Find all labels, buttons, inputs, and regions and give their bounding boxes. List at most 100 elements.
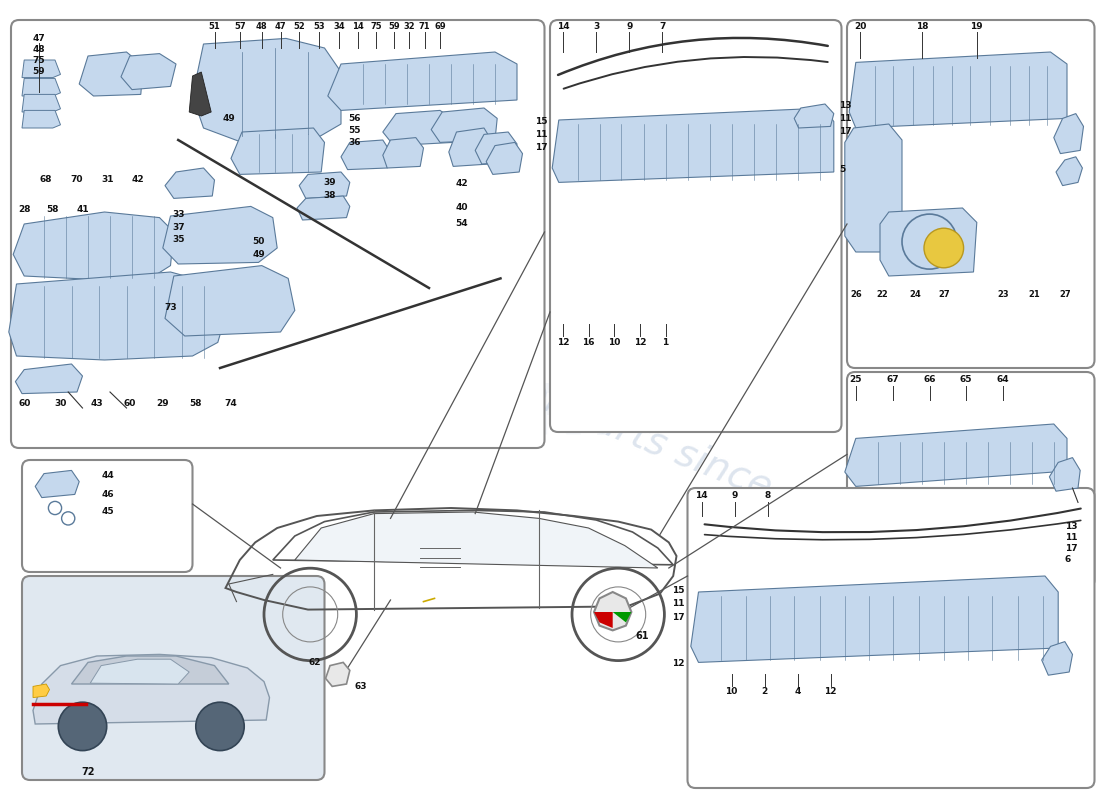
Polygon shape: [880, 208, 977, 276]
Text: 58: 58: [46, 205, 59, 214]
Text: 20: 20: [854, 22, 867, 31]
Polygon shape: [1054, 114, 1084, 154]
Polygon shape: [90, 659, 189, 684]
Polygon shape: [13, 212, 174, 280]
Polygon shape: [79, 52, 143, 96]
Text: 1: 1: [662, 338, 669, 347]
Text: 56: 56: [348, 114, 361, 123]
Text: 22: 22: [877, 290, 888, 299]
Text: 11: 11: [536, 130, 548, 139]
Text: 51: 51: [209, 22, 220, 31]
Polygon shape: [341, 140, 390, 170]
Text: 2: 2: [761, 687, 768, 697]
Polygon shape: [165, 168, 214, 198]
Polygon shape: [22, 94, 61, 112]
Text: 15: 15: [536, 117, 548, 126]
Text: 3: 3: [593, 22, 600, 31]
Text: 47: 47: [32, 34, 45, 43]
Text: 28: 28: [18, 205, 31, 214]
Polygon shape: [1042, 642, 1072, 675]
Polygon shape: [449, 128, 493, 166]
Text: 9: 9: [732, 491, 738, 501]
FancyBboxPatch shape: [22, 460, 192, 572]
Text: 49: 49: [252, 250, 265, 259]
Text: 71: 71: [419, 22, 430, 31]
Text: 59: 59: [388, 22, 399, 31]
Text: 42: 42: [455, 179, 469, 189]
Polygon shape: [849, 52, 1067, 128]
Text: 68: 68: [40, 175, 53, 185]
Text: 31: 31: [101, 175, 114, 185]
Polygon shape: [475, 132, 517, 164]
Text: 55: 55: [348, 126, 361, 135]
Polygon shape: [431, 108, 497, 142]
Text: 8: 8: [764, 491, 771, 501]
Circle shape: [924, 228, 964, 268]
Polygon shape: [552, 108, 834, 182]
Polygon shape: [328, 52, 517, 110]
Text: 54: 54: [455, 219, 469, 229]
Text: 73: 73: [164, 303, 177, 313]
Text: 75: 75: [32, 56, 45, 66]
Text: 60: 60: [123, 399, 136, 409]
Text: 62: 62: [309, 658, 321, 667]
Polygon shape: [297, 196, 350, 220]
Text: 14: 14: [557, 22, 570, 31]
FancyBboxPatch shape: [847, 20, 1094, 368]
Text: 50: 50: [252, 237, 265, 246]
Text: 33: 33: [172, 210, 185, 219]
Polygon shape: [613, 612, 631, 622]
Text: 17: 17: [839, 126, 851, 136]
Text: 15: 15: [672, 586, 684, 595]
Text: 65: 65: [959, 375, 972, 385]
Text: 69: 69: [434, 22, 446, 31]
Text: 43: 43: [90, 399, 103, 409]
Text: 38: 38: [323, 191, 337, 201]
FancyBboxPatch shape: [550, 20, 842, 432]
Text: 42: 42: [131, 175, 144, 185]
Polygon shape: [163, 206, 277, 264]
Text: 39: 39: [323, 178, 337, 187]
Text: 63: 63: [354, 682, 366, 691]
Polygon shape: [192, 38, 341, 142]
Text: 05: 05: [635, 287, 773, 385]
Text: 66: 66: [923, 375, 936, 385]
Circle shape: [196, 702, 244, 750]
Text: 10: 10: [607, 338, 620, 347]
Text: 35: 35: [172, 235, 185, 245]
Text: 30: 30: [54, 399, 67, 409]
Polygon shape: [1056, 157, 1082, 186]
Text: 24: 24: [910, 290, 921, 299]
Text: 70: 70: [70, 175, 84, 185]
Polygon shape: [594, 612, 613, 628]
Text: 9: 9: [626, 22, 632, 31]
Text: 36: 36: [348, 138, 361, 147]
Text: a passion for parts since: a passion for parts since: [322, 294, 778, 506]
Polygon shape: [383, 138, 424, 168]
Polygon shape: [1049, 458, 1080, 491]
Text: 17: 17: [536, 142, 548, 152]
Text: 64: 64: [997, 375, 1010, 385]
Text: 4: 4: [794, 687, 801, 697]
Text: 72: 72: [81, 767, 95, 777]
Text: 12: 12: [557, 338, 570, 347]
Polygon shape: [299, 172, 350, 198]
Text: 32: 32: [404, 22, 415, 31]
FancyBboxPatch shape: [11, 20, 544, 448]
Text: 44: 44: [101, 471, 114, 481]
Text: 47: 47: [275, 22, 286, 31]
Polygon shape: [22, 110, 61, 128]
Text: 21: 21: [1028, 290, 1040, 299]
Text: 58: 58: [189, 399, 202, 409]
Text: 48: 48: [256, 22, 267, 31]
Text: 37: 37: [172, 223, 185, 233]
Polygon shape: [33, 684, 50, 698]
Polygon shape: [15, 364, 82, 394]
Circle shape: [58, 702, 107, 750]
Text: 60: 60: [18, 399, 31, 409]
Polygon shape: [845, 424, 1067, 486]
Text: 27: 27: [938, 290, 949, 299]
Text: 53: 53: [314, 22, 324, 31]
Text: 75: 75: [371, 22, 382, 31]
Text: 12: 12: [672, 659, 684, 669]
